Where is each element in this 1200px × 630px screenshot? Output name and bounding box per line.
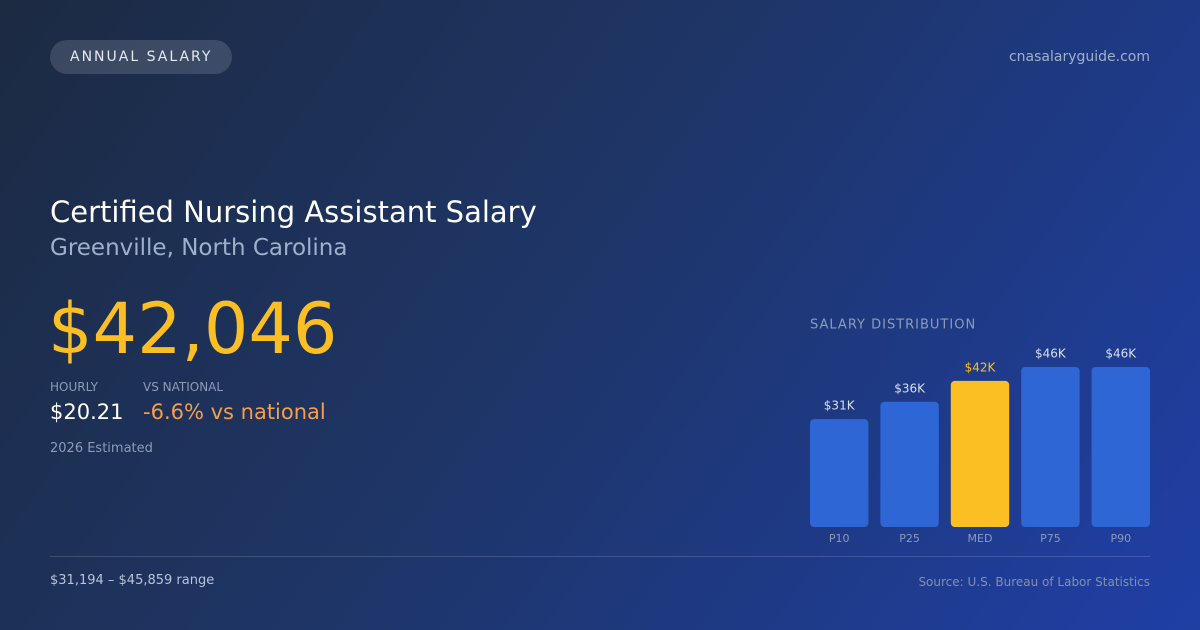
range: $31,194 – $45,859 range bbox=[50, 573, 215, 588]
estimate: 2026 Estimated bbox=[50, 441, 153, 456]
source: Source: U.S. Bureau of Labor Statistics bbox=[918, 575, 1150, 589]
value-label: $31K bbox=[824, 399, 856, 413]
category-label: P90 bbox=[1110, 532, 1131, 545]
site-name: cnasalaryguide.com bbox=[1008, 49, 1150, 65]
subtitle: Greenville, North Carolina bbox=[50, 235, 348, 261]
salary: $42,046 bbox=[48, 288, 338, 370]
bar bbox=[880, 401, 939, 527]
category-label: MED bbox=[968, 532, 993, 545]
national-label: VS NATIONAL bbox=[143, 380, 224, 394]
value-label: $46K bbox=[1035, 347, 1067, 361]
bar bbox=[1091, 367, 1150, 527]
value-label: $36K bbox=[894, 381, 926, 395]
bar bbox=[810, 419, 869, 527]
hourly-label: HOURLY bbox=[50, 380, 99, 394]
category-label: P75 bbox=[1040, 532, 1061, 545]
hourly-value: $20.21 bbox=[50, 400, 124, 424]
bar bbox=[950, 380, 1010, 527]
bar bbox=[1021, 367, 1080, 527]
value-label: $42K bbox=[965, 360, 997, 374]
value-label: $46K bbox=[1105, 347, 1137, 361]
badge: ANNUAL SALARY bbox=[50, 40, 233, 74]
divider bbox=[50, 556, 1150, 557]
national-value: -6.6% vs national bbox=[143, 400, 326, 424]
category-label: P25 bbox=[899, 532, 920, 545]
title: Certified Nursing Assistant Salary bbox=[50, 195, 537, 229]
category-label: P10 bbox=[829, 532, 850, 545]
chart-title: SALARY DISTRIBUTION bbox=[810, 318, 976, 333]
